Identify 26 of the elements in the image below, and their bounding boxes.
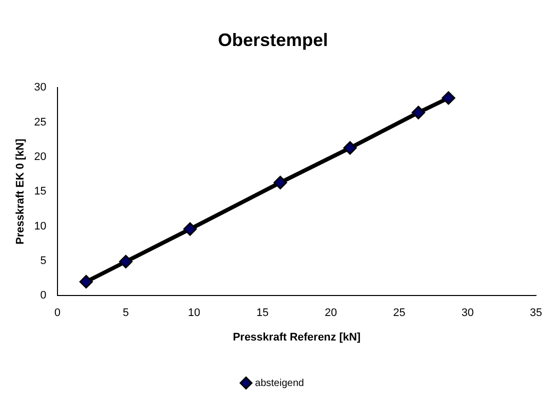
y-axis-title: Presskraft EK 0 [kN] <box>14 138 27 244</box>
point <box>442 91 456 105</box>
x-tick-label: 0 <box>54 307 60 320</box>
x-tick-label: 30 <box>462 307 474 320</box>
y-tick-label: 0 <box>40 290 46 302</box>
x-axis-title: Presskraft Referenz [kN] <box>232 331 361 344</box>
x-tick-label: 35 <box>530 307 542 320</box>
point <box>412 106 426 120</box>
y-tick-label: 5 <box>40 254 46 267</box>
point <box>119 254 133 268</box>
y-tick-label: 10 <box>34 220 46 232</box>
y-tick-label: 15 <box>34 186 46 198</box>
point <box>343 141 357 155</box>
x-tick-label: 25 <box>393 307 406 320</box>
y-tick-label: 25 <box>34 116 46 128</box>
point <box>79 274 93 288</box>
x-tick-label: 5 <box>122 307 129 320</box>
x-tick-label: 20 <box>324 307 338 320</box>
y-tick-label: 30 <box>34 82 46 94</box>
y-tick-label: 20 <box>34 150 46 163</box>
point <box>274 176 288 190</box>
chart-title: Oberstempel <box>218 30 328 50</box>
x-tick-label: 15 <box>256 307 269 320</box>
point <box>183 222 197 236</box>
legend-label: absteigend <box>255 378 304 389</box>
x-tick-label: 10 <box>188 307 200 320</box>
